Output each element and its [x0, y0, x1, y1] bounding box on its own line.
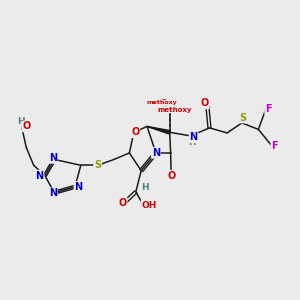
Text: O: O	[131, 127, 140, 137]
Text: O: O	[167, 171, 175, 181]
Text: N: N	[35, 171, 44, 181]
Text: H: H	[141, 184, 148, 193]
Text: methoxy: methoxy	[146, 100, 177, 105]
Text: N: N	[152, 148, 160, 158]
Text: O: O	[118, 198, 127, 208]
Text: OH: OH	[141, 201, 157, 210]
Polygon shape	[147, 126, 170, 134]
Text: N: N	[74, 182, 83, 192]
Text: N: N	[49, 153, 57, 163]
Text: N: N	[49, 188, 57, 198]
Text: S: S	[239, 112, 246, 123]
Text: methoxy: methoxy	[158, 107, 192, 113]
Text: H: H	[188, 138, 196, 147]
Text: O: O	[160, 99, 168, 110]
Text: F: F	[271, 142, 278, 152]
Text: N: N	[190, 132, 198, 142]
Text: O: O	[22, 122, 31, 131]
Text: S: S	[94, 160, 101, 170]
Text: F: F	[265, 104, 272, 114]
Text: H: H	[16, 117, 24, 126]
Text: O: O	[200, 98, 208, 109]
